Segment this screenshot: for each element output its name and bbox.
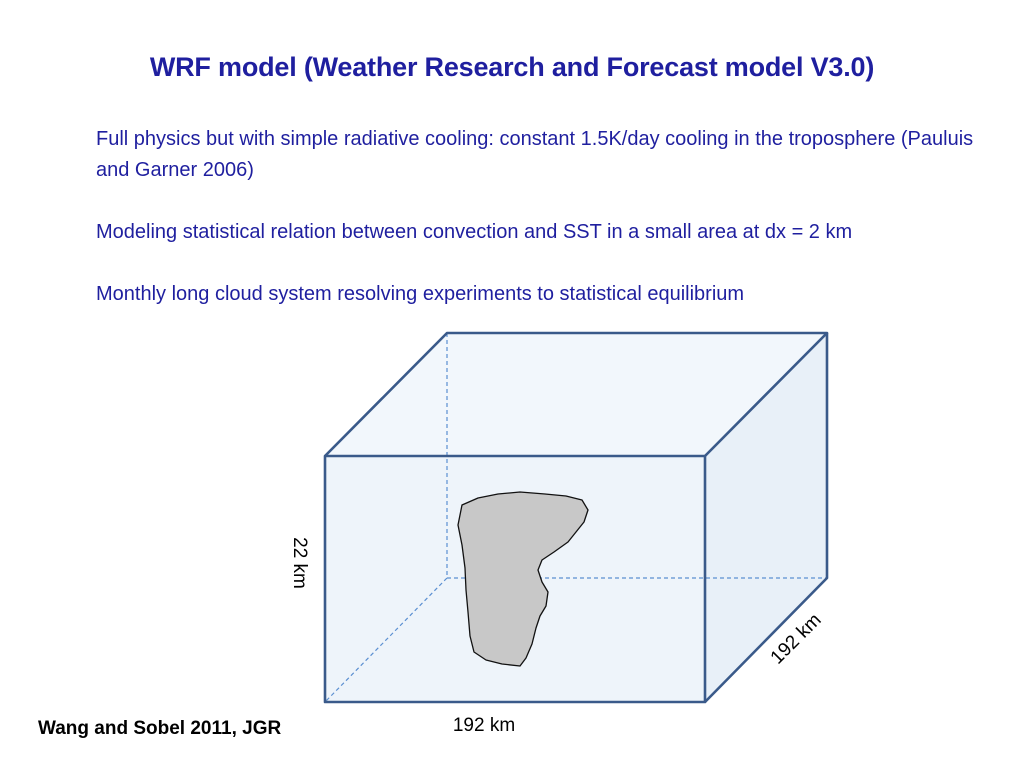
bullet-list: Full physics but with simple radiative c… xyxy=(96,124,996,341)
bullet-experiments: Monthly long cloud system resolving expe… xyxy=(96,283,745,305)
citation: Wang and Sobel 2011, JGR xyxy=(38,718,282,739)
bullet-modeling: Modeling statistical relation between co… xyxy=(96,221,853,243)
height-label: 22 km xyxy=(289,537,310,589)
box-top-face xyxy=(325,333,827,456)
bullet-physics: Full physics but with simple radiative c… xyxy=(96,128,974,181)
width-label: 192 km xyxy=(453,715,515,736)
cloud-system-shape xyxy=(457,491,589,667)
slide-title: WRF model (Weather Research and Forecast… xyxy=(149,52,875,82)
box-visible-edges xyxy=(323,331,829,704)
